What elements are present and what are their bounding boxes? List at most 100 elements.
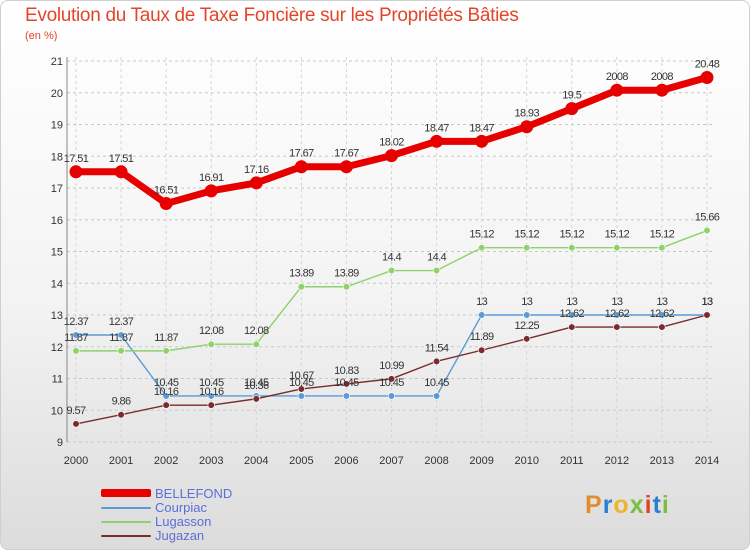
data-label-lugasson: 11.87	[109, 332, 133, 344]
logo-letter: i	[644, 491, 653, 519]
y-tick-label: 10	[51, 405, 63, 417]
x-tick-label: 2008	[424, 455, 448, 467]
y-tick-label: 20	[51, 88, 63, 100]
data-point-bellefond	[69, 165, 83, 179]
data-point-jugazan	[432, 357, 441, 365]
data-label-lugasson: 15.12	[560, 229, 585, 241]
data-label-lugasson: 11.87	[154, 332, 178, 344]
data-point-jugazan	[72, 420, 80, 428]
data-point-jugazan	[252, 395, 260, 403]
data-point-jugazan	[658, 323, 666, 331]
data-point-lugasson	[252, 340, 260, 348]
data-point-jugazan	[613, 323, 621, 331]
data-label-jugazan: 13	[701, 296, 713, 308]
data-label-bellefond: 18.93	[514, 108, 539, 120]
x-tick-label: 2002	[154, 455, 178, 467]
data-point-lugasson	[297, 283, 305, 291]
data-point-bellefond	[475, 134, 489, 148]
data-label-jugazan: 10.83	[334, 365, 359, 377]
legend: BELLEFOND Courpiac Lugasson Jugazan	[101, 486, 321, 543]
logo-letter: P	[585, 491, 603, 519]
data-label-bellefond: 16.51	[154, 185, 179, 197]
data-label-bellefond: 16.91	[199, 172, 224, 184]
data-point-lugasson	[478, 244, 486, 252]
data-point-bellefond	[294, 160, 308, 174]
data-label-lugasson: 12.08	[244, 325, 269, 337]
data-label-courpiac: 10.45	[154, 377, 179, 389]
data-point-courpiac	[568, 311, 576, 319]
data-label-bellefond: 17.51	[64, 153, 89, 165]
legend-label-jugazan: Jugazan	[155, 528, 205, 543]
data-point-bellefond	[610, 83, 624, 97]
y-tick-label: 14	[51, 278, 63, 290]
legend-item-lugasson: Lugasson	[101, 514, 321, 529]
data-label-lugasson: 14.4	[427, 252, 446, 264]
data-label-courpiac: 10.45	[334, 377, 359, 389]
data-point-lugasson	[432, 266, 441, 275]
data-point-lugasson	[613, 244, 621, 252]
data-label-jugazan: 12.62	[560, 308, 585, 320]
data-label-courpiac: 10.45	[289, 377, 314, 389]
logo-letter: r	[602, 491, 614, 519]
data-point-bellefond	[520, 120, 534, 134]
data-label-courpiac: 13	[611, 296, 623, 308]
x-tick-label: 2000	[64, 455, 88, 467]
y-tick-label: 16	[51, 215, 63, 227]
legend-swatch-jugazan	[101, 535, 151, 537]
y-tick-label: 12	[51, 342, 63, 354]
data-label-jugazan: 10.36	[244, 380, 269, 392]
y-tick-label: 18	[51, 151, 63, 163]
x-tick-label: 2007	[379, 455, 403, 467]
data-label-jugazan: 9.57	[66, 405, 85, 417]
data-label-courpiac: 10.45	[379, 377, 404, 389]
data-point-lugasson	[72, 347, 80, 355]
y-tick-label: 19	[51, 120, 63, 132]
y-tick-label: 21	[51, 56, 63, 68]
data-label-courpiac: 13	[476, 296, 488, 308]
data-label-lugasson: 15.66	[695, 212, 720, 224]
logo-letter: x	[629, 491, 645, 519]
logo-letter: i	[661, 491, 670, 519]
data-label-jugazan: 9.86	[112, 396, 131, 408]
data-label-courpiac: 12.37	[64, 316, 89, 328]
unit-label: (en %)	[25, 30, 58, 42]
data-point-courpiac	[432, 392, 441, 400]
data-label-bellefond: 18.47	[424, 122, 449, 134]
data-label-jugazan: 11.89	[470, 331, 494, 343]
data-label-jugazan: 10.16	[154, 386, 179, 398]
data-label-courpiac: 13	[566, 296, 578, 308]
y-tick-label: 15	[51, 247, 63, 259]
data-point-jugazan	[387, 375, 396, 383]
data-point-jugazan	[703, 311, 711, 319]
data-label-courpiac: 10.45	[244, 377, 269, 389]
data-point-jugazan	[207, 401, 215, 409]
x-tick-label: 2010	[514, 455, 538, 467]
data-point-bellefond	[655, 83, 669, 97]
data-label-lugasson: 15.12	[605, 229, 630, 241]
y-tick-label: 17	[51, 183, 63, 195]
data-point-jugazan	[523, 335, 531, 343]
data-label-bellefond: 17.16	[244, 164, 269, 176]
data-label-bellefond: 17.67	[334, 148, 359, 160]
data-label-bellefond: 18.47	[469, 122, 494, 134]
data-label-jugazan: 10.99	[379, 360, 404, 372]
data-point-courpiac	[297, 392, 305, 400]
y-tick-label: 9	[57, 437, 63, 449]
legend-swatch-lugasson	[101, 521, 151, 523]
data-point-courpiac	[658, 311, 666, 319]
data-point-lugasson	[387, 266, 396, 275]
data-label-lugasson: 15.12	[514, 229, 539, 241]
data-point-lugasson	[117, 347, 125, 355]
legend-swatch-bellefond	[101, 489, 151, 497]
legend-label-lugasson: Lugasson	[155, 514, 212, 529]
data-point-courpiac	[387, 392, 396, 400]
x-tick-label: 2012	[605, 455, 629, 467]
data-point-courpiac	[117, 331, 125, 339]
data-label-bellefond: 2008	[651, 71, 674, 83]
data-point-courpiac	[207, 392, 215, 400]
x-tick-label: 2014	[695, 455, 719, 467]
data-label-jugazan: 11.54	[425, 342, 449, 354]
data-point-lugasson	[162, 347, 170, 355]
x-tick-label: 2001	[109, 455, 133, 467]
